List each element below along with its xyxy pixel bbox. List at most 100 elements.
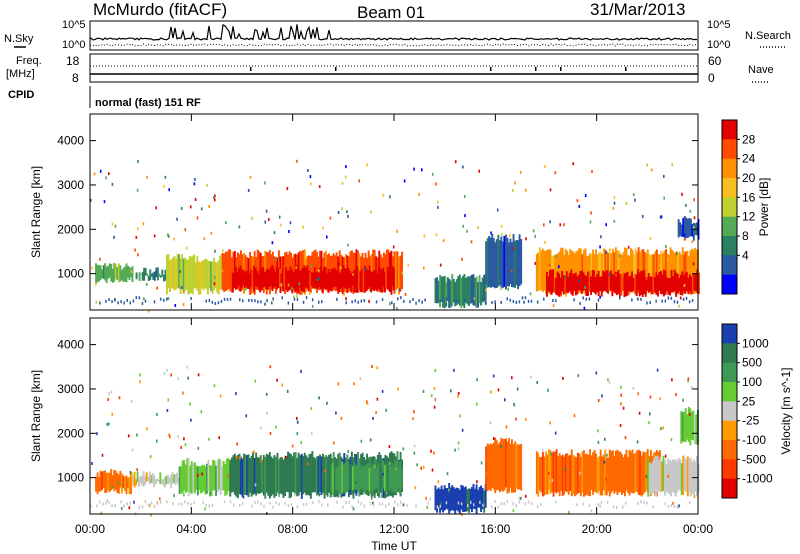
data-cell — [364, 265, 367, 293]
ground-echo — [643, 500, 645, 504]
data-cell — [641, 271, 644, 297]
data-cell — [434, 485, 437, 511]
data-cell — [686, 414, 689, 440]
scatter-echo — [663, 196, 665, 200]
ground-echo — [640, 500, 642, 504]
data-cell — [351, 466, 354, 491]
data-cell — [230, 457, 233, 493]
data-cell — [634, 274, 637, 295]
scatter-echo — [388, 445, 391, 449]
scatter-echo — [217, 488, 219, 492]
data-cell — [321, 270, 324, 293]
colorbar-tick-label: 8 — [742, 229, 749, 243]
data-cell — [164, 477, 166, 488]
ground-echo — [178, 502, 180, 506]
data-cell — [588, 271, 591, 292]
scatter-echo — [476, 480, 478, 484]
ground-echo — [153, 300, 156, 304]
data-cell — [605, 457, 608, 496]
ground-echo — [153, 505, 156, 508]
data-cell — [461, 276, 464, 306]
ground-echo — [676, 300, 679, 304]
data-cell — [452, 487, 455, 511]
scatter-echo — [177, 377, 179, 381]
data-cell — [621, 255, 623, 289]
data-cell — [204, 258, 206, 288]
data-cell — [608, 271, 611, 291]
scatter-echo — [372, 501, 374, 505]
data-cell — [653, 458, 656, 492]
data-cell — [367, 269, 370, 289]
ground-echo — [691, 299, 694, 303]
data-cell — [180, 466, 183, 493]
data-cell — [663, 269, 665, 297]
data-cell — [233, 453, 236, 495]
scatter-echo — [90, 198, 92, 202]
scatter-echo — [525, 417, 527, 421]
data-cell — [298, 271, 301, 288]
scatter-echo — [622, 406, 625, 410]
scatter-echo — [433, 386, 436, 390]
data-cell — [624, 247, 626, 290]
ground-echo — [254, 501, 256, 505]
colorbar-swatch — [722, 420, 737, 441]
scatter-echo — [266, 411, 268, 415]
data-cell — [291, 456, 294, 492]
scatter-echo — [590, 211, 592, 215]
data-cell — [489, 443, 492, 491]
scatter-echo — [227, 474, 229, 478]
ground-echo — [646, 301, 648, 305]
data-cell — [95, 476, 98, 492]
scatter-echo — [687, 377, 690, 381]
data-cell — [159, 275, 162, 278]
data-cell — [268, 452, 271, 499]
ground-echo — [363, 504, 366, 508]
ground-echo — [585, 297, 587, 301]
data-cell — [322, 453, 325, 493]
scatter-echo — [678, 504, 680, 508]
scatter-echo — [666, 259, 669, 262]
data-cell — [696, 456, 698, 497]
data-cell — [698, 272, 700, 294]
data-cell — [480, 282, 483, 306]
data-cell — [324, 266, 327, 290]
scatter-echo — [551, 478, 554, 482]
scatter-echo — [318, 396, 320, 400]
scatter-echo — [341, 181, 344, 185]
data-cell — [606, 270, 609, 293]
scatter-echo — [143, 297, 145, 301]
ground-echo — [345, 501, 347, 505]
data-cell — [371, 272, 374, 289]
ground-echo — [412, 297, 414, 301]
scatter-echo — [324, 469, 326, 473]
data-cell — [136, 471, 139, 483]
ground-echo — [296, 505, 299, 509]
scatter-echo — [573, 414, 576, 418]
scatter-echo — [549, 188, 552, 192]
data-cell — [217, 260, 220, 295]
data-cell — [194, 262, 197, 289]
ground-echo — [369, 502, 372, 506]
data-cell — [333, 460, 336, 494]
scatter-echo — [683, 233, 686, 237]
data-cell — [619, 451, 622, 492]
data-cell — [153, 271, 156, 281]
ground-echo — [439, 299, 442, 303]
data-cell — [355, 270, 357, 289]
data-cell — [190, 461, 193, 494]
ground-echo — [652, 505, 654, 509]
data-cell — [254, 267, 257, 287]
scatter-echo — [552, 304, 555, 308]
data-cell — [674, 459, 677, 497]
data-cell — [353, 269, 356, 293]
scatter-echo — [130, 270, 133, 273]
xtick-label: 12:00 — [379, 522, 409, 536]
data-cell — [374, 270, 377, 287]
scatter-echo — [366, 163, 368, 167]
data-cell — [655, 249, 658, 290]
scatter-echo — [346, 210, 348, 214]
scatter-echo — [287, 283, 290, 287]
scatter-echo — [436, 200, 439, 204]
data-cell — [584, 454, 587, 496]
